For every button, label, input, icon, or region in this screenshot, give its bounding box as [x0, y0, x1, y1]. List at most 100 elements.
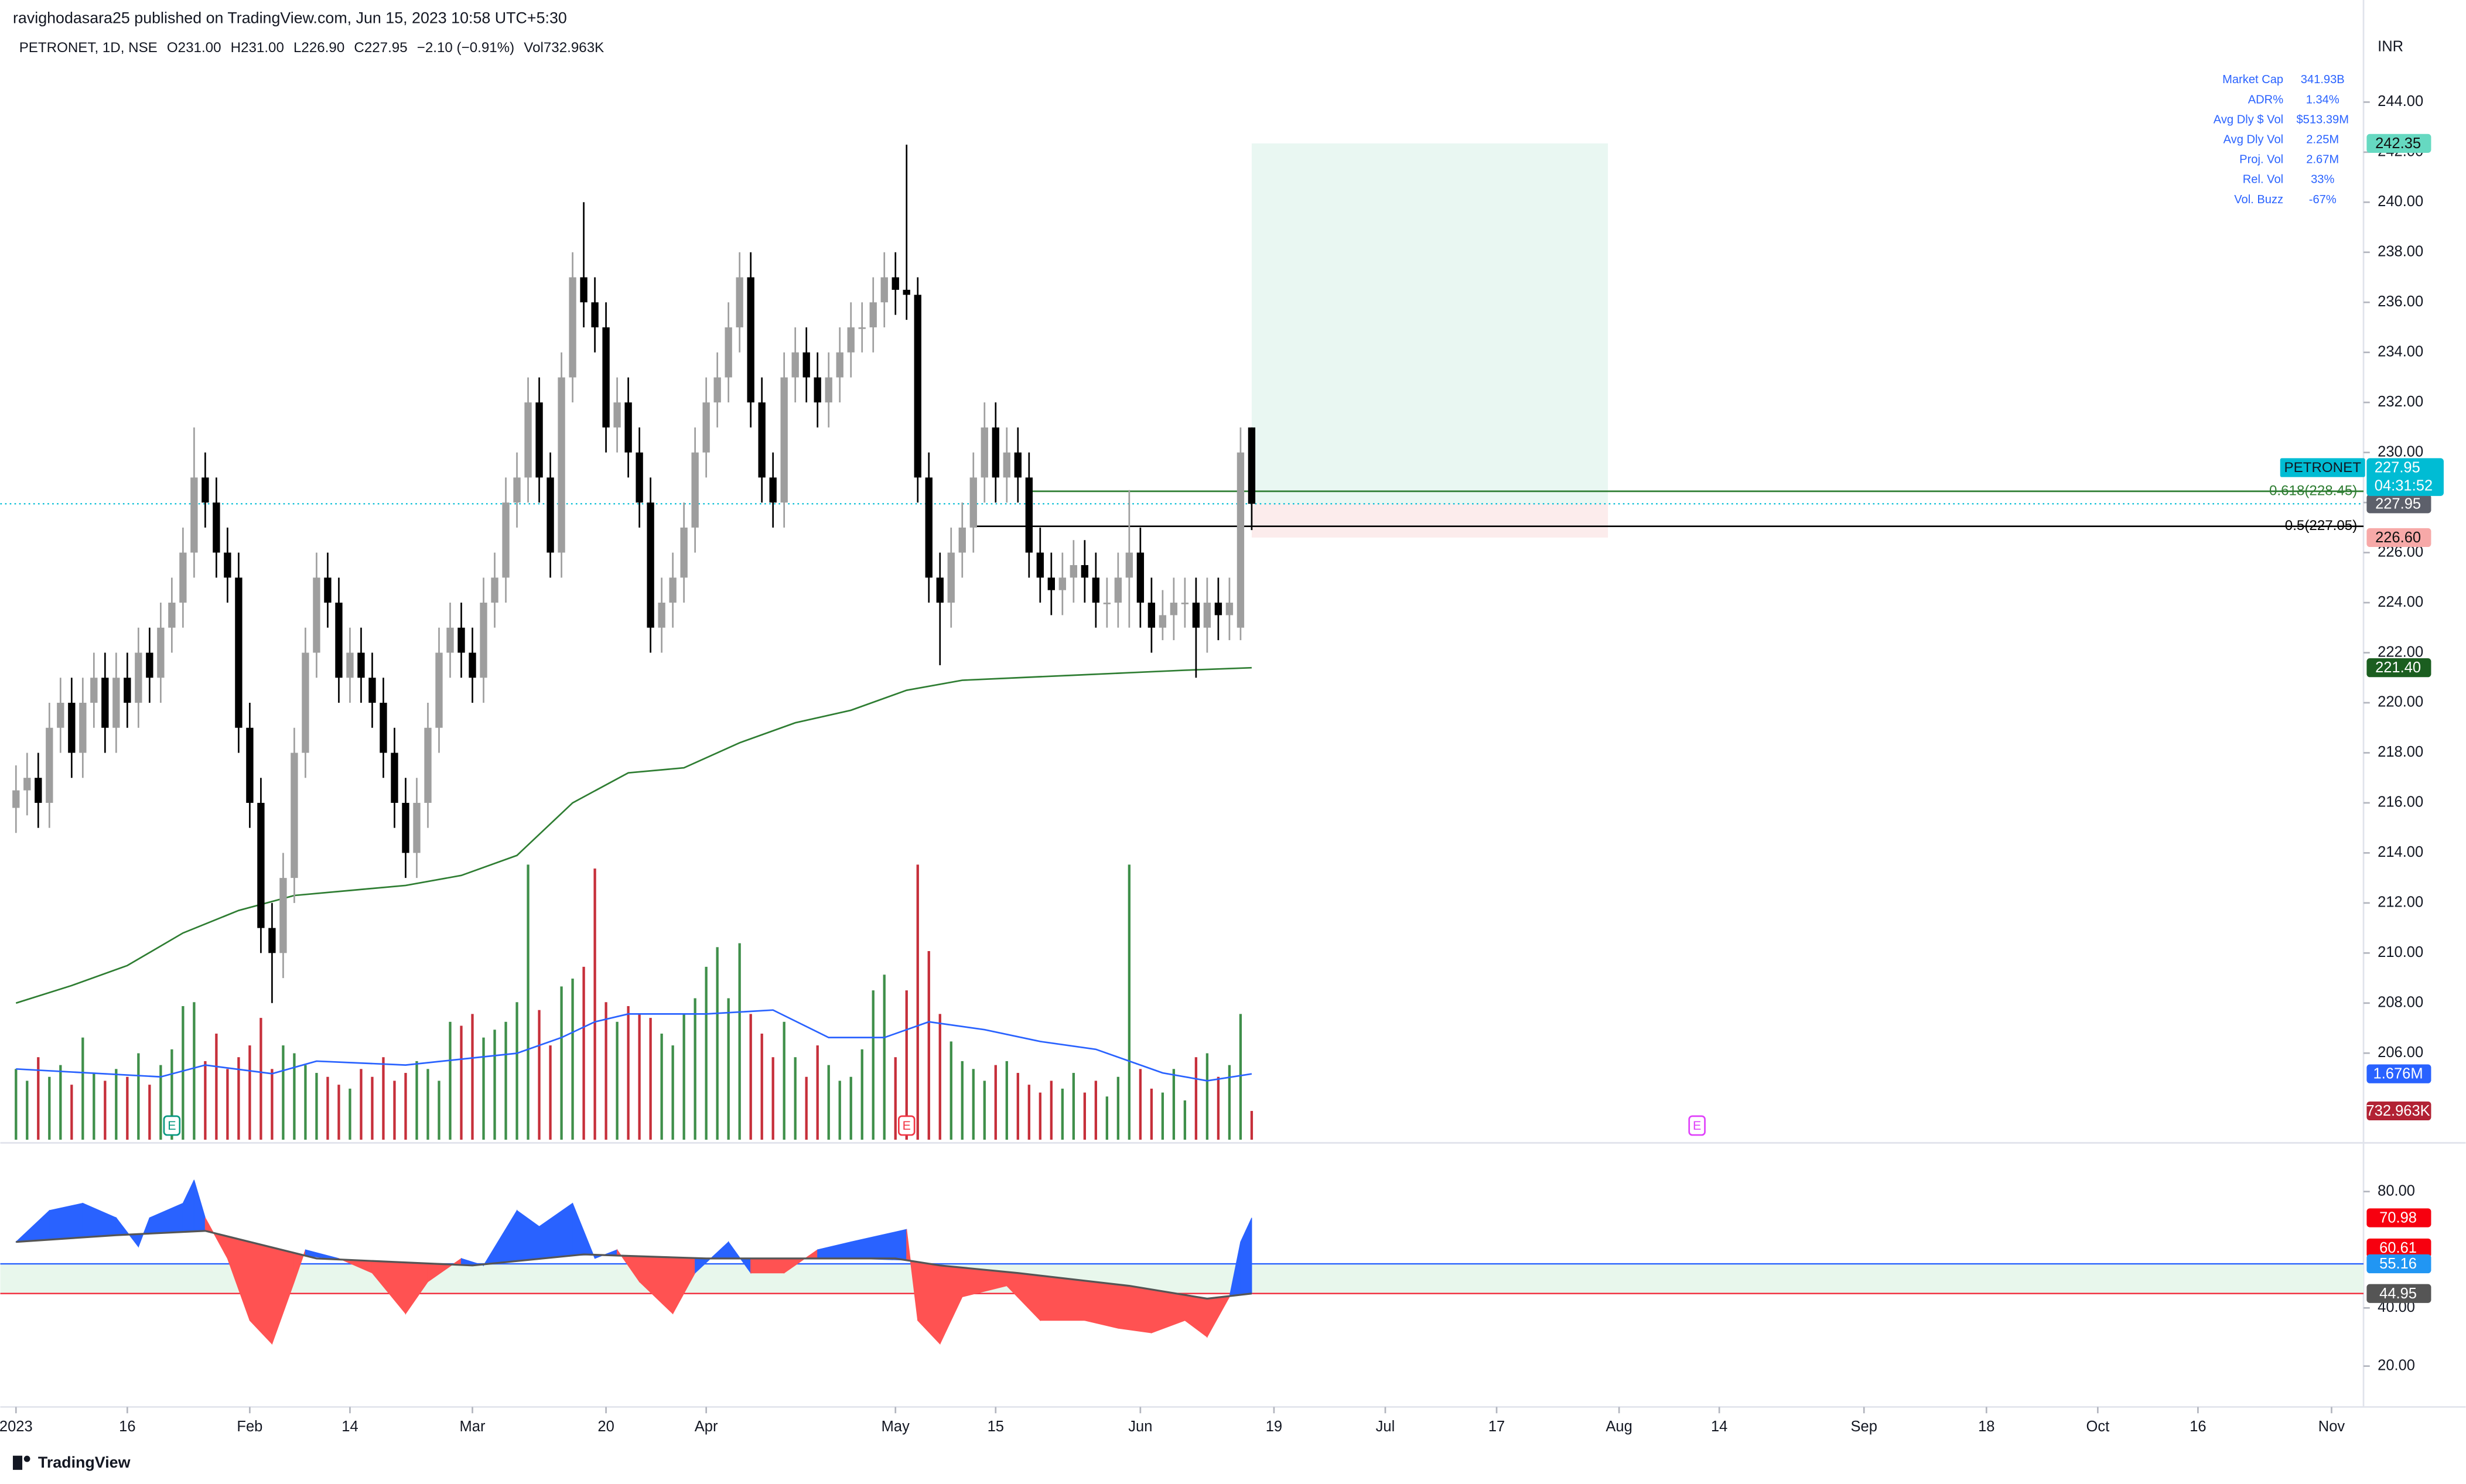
candle-body	[602, 327, 610, 428]
volume-bar	[927, 951, 930, 1140]
candle-body	[124, 678, 131, 703]
volume-bar	[560, 986, 563, 1140]
countdown: 04:31:52	[2375, 477, 2433, 494]
volume-bar	[304, 1065, 307, 1140]
candle-body	[235, 577, 242, 728]
earnings-label: E	[168, 1119, 176, 1133]
y-tick-label: 234.00	[2378, 343, 2423, 360]
candle-body	[1114, 577, 1122, 603]
volume-bar	[37, 1057, 40, 1140]
volume-ma	[16, 1009, 1252, 1082]
rsi-ma	[16, 1230, 1252, 1300]
brand: TradingView	[38, 1454, 131, 1471]
candle-body	[914, 295, 921, 478]
y-tick-label: 240.00	[2378, 193, 2423, 210]
rsi-label-box	[2366, 1238, 2431, 1258]
volume-bar	[571, 978, 574, 1140]
y-tick-label: 218.00	[2378, 744, 2423, 760]
candle-body	[268, 928, 276, 953]
volume-bar	[883, 974, 886, 1140]
candle-body	[179, 552, 187, 603]
volume-bar	[248, 1045, 251, 1140]
candle-body	[90, 678, 98, 703]
x-tick-label: 14	[341, 1418, 358, 1435]
publisher: ravighodasara25 published on TradingView…	[13, 9, 567, 26]
volume-bar	[337, 1085, 340, 1140]
rsi-tick-label: 80.00	[2378, 1182, 2415, 1199]
symbol-field: H231.00	[231, 40, 284, 56]
earnings-label: E	[903, 1119, 911, 1133]
candle-body	[1225, 603, 1234, 616]
symbol-field: O231.00	[167, 40, 221, 56]
candle-body	[725, 327, 732, 378]
volume-bar	[972, 1069, 975, 1140]
volume-bar	[1161, 1092, 1164, 1140]
volume-bar	[182, 1006, 185, 1140]
fib-label: 0.618(228.45)	[2269, 483, 2357, 498]
candle-body	[1014, 452, 1022, 478]
candle-body	[380, 702, 387, 753]
candle-body	[313, 577, 320, 653]
candle-body	[880, 277, 888, 303]
x-tick-label: Aug	[1606, 1418, 1632, 1435]
candle-body	[246, 727, 254, 803]
stat-value: $513.39M	[2296, 113, 2349, 126]
volume-bar	[1217, 1076, 1220, 1140]
price-label-text: 227.95	[2375, 495, 2421, 512]
candle-body	[547, 477, 554, 553]
candle-body	[802, 352, 810, 378]
rsi-fill	[1084, 1280, 1119, 1329]
candle-body	[825, 377, 832, 403]
ticker-tag: PETRONET	[2284, 460, 2362, 476]
candle-body	[1103, 603, 1111, 604]
candle-body	[702, 402, 710, 453]
volume-bar	[26, 1080, 29, 1140]
volume-bar	[1061, 1088, 1064, 1140]
x-tick-label: Nov	[2318, 1418, 2345, 1435]
candle-body	[647, 502, 654, 628]
volume-bar	[193, 1002, 196, 1140]
fib-label: 0.5(227.05)	[2285, 518, 2357, 534]
stat-value: 2.67M	[2306, 153, 2339, 166]
y-tick-label: 230.00	[2378, 443, 2423, 460]
candle-body	[691, 452, 699, 528]
footer-logo	[12, 1455, 30, 1470]
candle-body	[1058, 577, 1067, 590]
volume-bar	[159, 1065, 162, 1140]
candle-body	[1214, 603, 1222, 616]
x-tick-label: Jun	[1128, 1418, 1152, 1435]
x-tick-label: 16	[119, 1418, 135, 1435]
x-tick-label: May	[882, 1418, 910, 1435]
price-label-text: 242.35	[2375, 135, 2421, 152]
candle-body	[1003, 452, 1010, 478]
volume-bar	[1172, 1069, 1176, 1140]
rsi-fill	[1040, 1275, 1085, 1321]
volume-bar	[961, 1061, 964, 1140]
volume-label-box	[2366, 1101, 2431, 1121]
volume-bar	[349, 1088, 351, 1140]
x-tick-label: Feb	[237, 1418, 262, 1435]
volume-bar	[816, 1045, 819, 1140]
candle-body	[1147, 603, 1156, 628]
candle-body	[1136, 552, 1145, 603]
volume-bar	[527, 864, 530, 1140]
volume-bar	[649, 1018, 652, 1140]
candle-body	[1036, 552, 1044, 578]
y-tick-label: 238.00	[2378, 243, 2423, 259]
price-label: 242.35	[2366, 134, 2431, 153]
price-label: 221.40	[2366, 658, 2431, 678]
candle-body	[446, 627, 454, 653]
candle-body	[1192, 603, 1200, 628]
candle-body	[469, 652, 476, 678]
price-label: 227.95	[2366, 494, 2431, 514]
x-tick-label: 18	[1978, 1418, 1994, 1435]
volume-bar	[905, 990, 908, 1140]
volume-bar	[727, 998, 730, 1140]
candle-body	[502, 502, 510, 578]
candle-body	[224, 552, 231, 578]
volume-bar	[682, 1014, 685, 1140]
candle-body	[925, 477, 933, 578]
volume-bar	[783, 1021, 785, 1140]
candle-body	[46, 727, 53, 803]
